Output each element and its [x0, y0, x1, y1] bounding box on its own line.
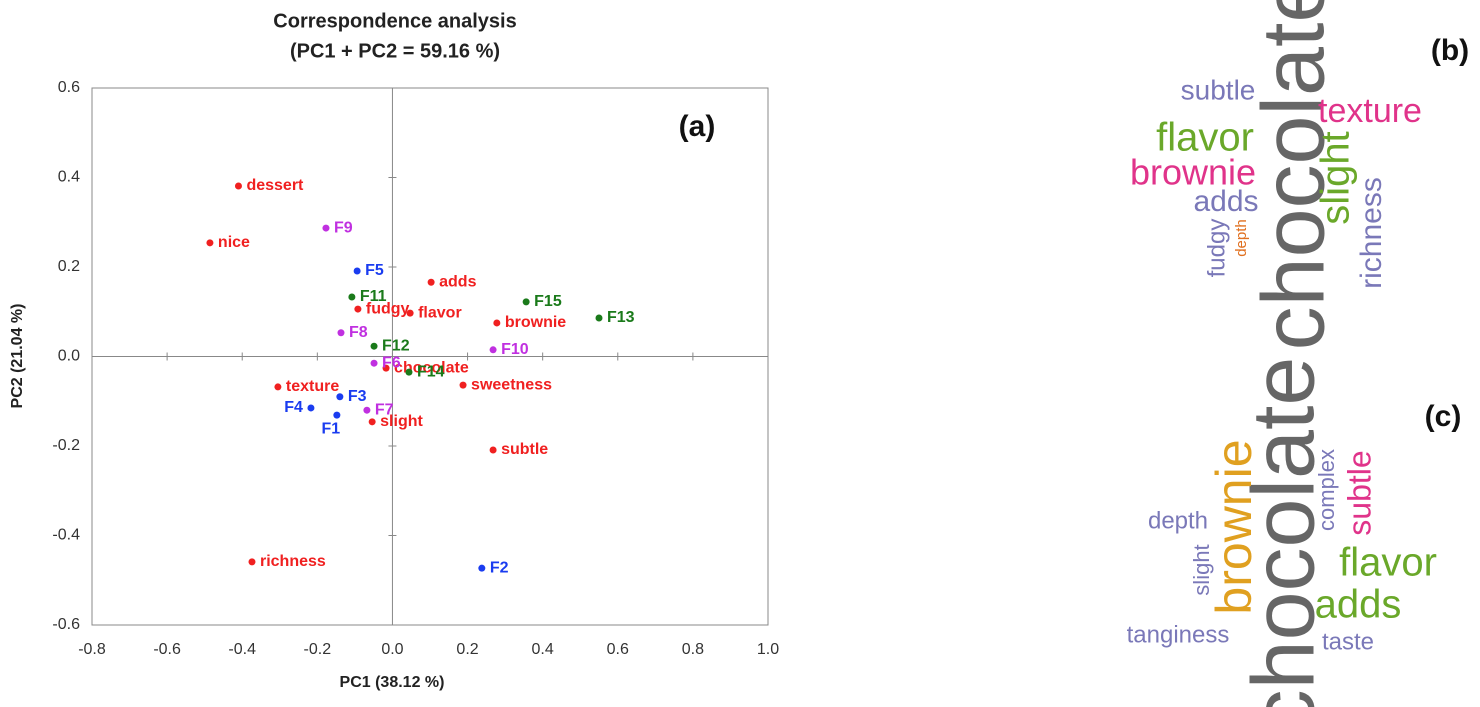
- word: chocolate: [1243, 0, 1342, 350]
- word: subtle: [1181, 74, 1256, 105]
- point-label: F10: [501, 341, 529, 358]
- x-tick-label: 0.8: [682, 641, 704, 658]
- point: [522, 298, 530, 306]
- y-tick-label: -0.4: [52, 527, 80, 544]
- x-tick-label: -0.8: [78, 641, 106, 658]
- y-tick-label: 0.6: [58, 79, 80, 96]
- point-label: F5: [365, 262, 384, 279]
- word: brownie: [1206, 439, 1262, 614]
- point-label: chocolate: [394, 359, 469, 376]
- point: [595, 314, 603, 322]
- point-label: slight: [380, 413, 423, 430]
- point: [478, 564, 486, 572]
- y-tick-label: -0.2: [52, 437, 80, 454]
- point: [274, 383, 282, 391]
- point: [405, 368, 413, 376]
- x-tick-label: 0.4: [532, 641, 554, 658]
- chart-title: Correspondence analysis: [273, 10, 516, 32]
- y-tick-label: 0.2: [58, 258, 80, 275]
- point: [336, 393, 344, 401]
- point-label: F8: [349, 324, 368, 341]
- point-label: nice: [218, 234, 250, 251]
- point-label: brownie: [505, 314, 566, 331]
- point-label: richness: [260, 553, 326, 570]
- word: adds: [1193, 185, 1258, 218]
- point-label: F2: [490, 559, 509, 576]
- panel-label: (a): [679, 110, 716, 143]
- y-axis-label: PC2 (21.04 %): [9, 304, 26, 409]
- point: [489, 346, 497, 354]
- word: tanginess: [1127, 621, 1230, 648]
- point-label: dessert: [246, 177, 304, 194]
- word: slight: [1189, 544, 1214, 595]
- point-label: F4: [284, 399, 303, 416]
- word: depth: [1148, 507, 1208, 534]
- point: [206, 239, 214, 247]
- point: [337, 329, 345, 337]
- word: depth: [1233, 219, 1250, 257]
- point: [370, 359, 378, 367]
- word: richness: [1355, 177, 1388, 289]
- point-label: F15: [534, 293, 562, 310]
- point-label: subtle: [501, 441, 548, 458]
- y-tick-label: 0.0: [58, 348, 80, 365]
- x-axis-label: PC1 (38.12 %): [340, 674, 445, 691]
- point: [333, 411, 341, 419]
- point-label: adds: [439, 273, 476, 290]
- point-label: flavor: [418, 304, 462, 321]
- point: [382, 364, 390, 372]
- word: taste: [1322, 628, 1374, 655]
- x-tick-label: -0.6: [153, 641, 181, 658]
- point-label: sweetness: [471, 376, 552, 393]
- word: fudgy: [1203, 219, 1230, 278]
- point-label: F12: [382, 337, 410, 354]
- word: flavor: [1156, 116, 1254, 160]
- x-tick-label: -0.2: [304, 641, 332, 658]
- point: [370, 342, 378, 350]
- word: flavor: [1339, 541, 1437, 585]
- point-label: texture: [286, 378, 339, 395]
- x-tick-label: -0.4: [228, 641, 256, 658]
- point: [353, 267, 361, 275]
- point: [459, 381, 467, 389]
- point: [248, 558, 256, 566]
- point: [363, 406, 371, 414]
- point-label: F6: [382, 354, 401, 371]
- point-label: F9: [334, 219, 353, 236]
- panel-label: (c): [1425, 400, 1462, 433]
- point: [322, 224, 330, 232]
- word: chocolate: [1233, 357, 1332, 707]
- point: [489, 446, 497, 454]
- point: [406, 309, 414, 317]
- word: slight: [1314, 131, 1358, 224]
- point: [493, 319, 501, 327]
- point-label: F7: [375, 401, 394, 418]
- point-label: F13: [607, 309, 635, 326]
- x-tick-label: 0.6: [607, 641, 629, 658]
- x-tick-label: 1.0: [757, 641, 779, 658]
- y-tick-label: -0.6: [52, 616, 80, 633]
- y-tick-label: 0.4: [58, 169, 80, 186]
- point-label: fudgy: [366, 300, 410, 317]
- point: [427, 278, 435, 286]
- panel-label: (b): [1431, 34, 1469, 67]
- word: subtle: [1341, 450, 1377, 535]
- word: brownie: [1130, 152, 1256, 193]
- x-tick-label: 0.0: [381, 641, 403, 658]
- point: [354, 305, 362, 313]
- point-label: F11: [360, 288, 387, 305]
- point: [368, 418, 376, 426]
- point-label: F3: [348, 388, 367, 405]
- word: texture: [1318, 92, 1422, 130]
- point-label: F1: [322, 420, 341, 437]
- chart-subtitle: (PC1 + PC2 = 59.16 %): [290, 40, 500, 62]
- x-tick-label: 0.2: [456, 641, 478, 658]
- point-label: F14: [417, 363, 445, 380]
- point: [348, 293, 356, 301]
- point: [307, 404, 315, 412]
- word: complex: [1314, 449, 1339, 531]
- word: adds: [1315, 583, 1402, 627]
- point: [234, 182, 242, 190]
